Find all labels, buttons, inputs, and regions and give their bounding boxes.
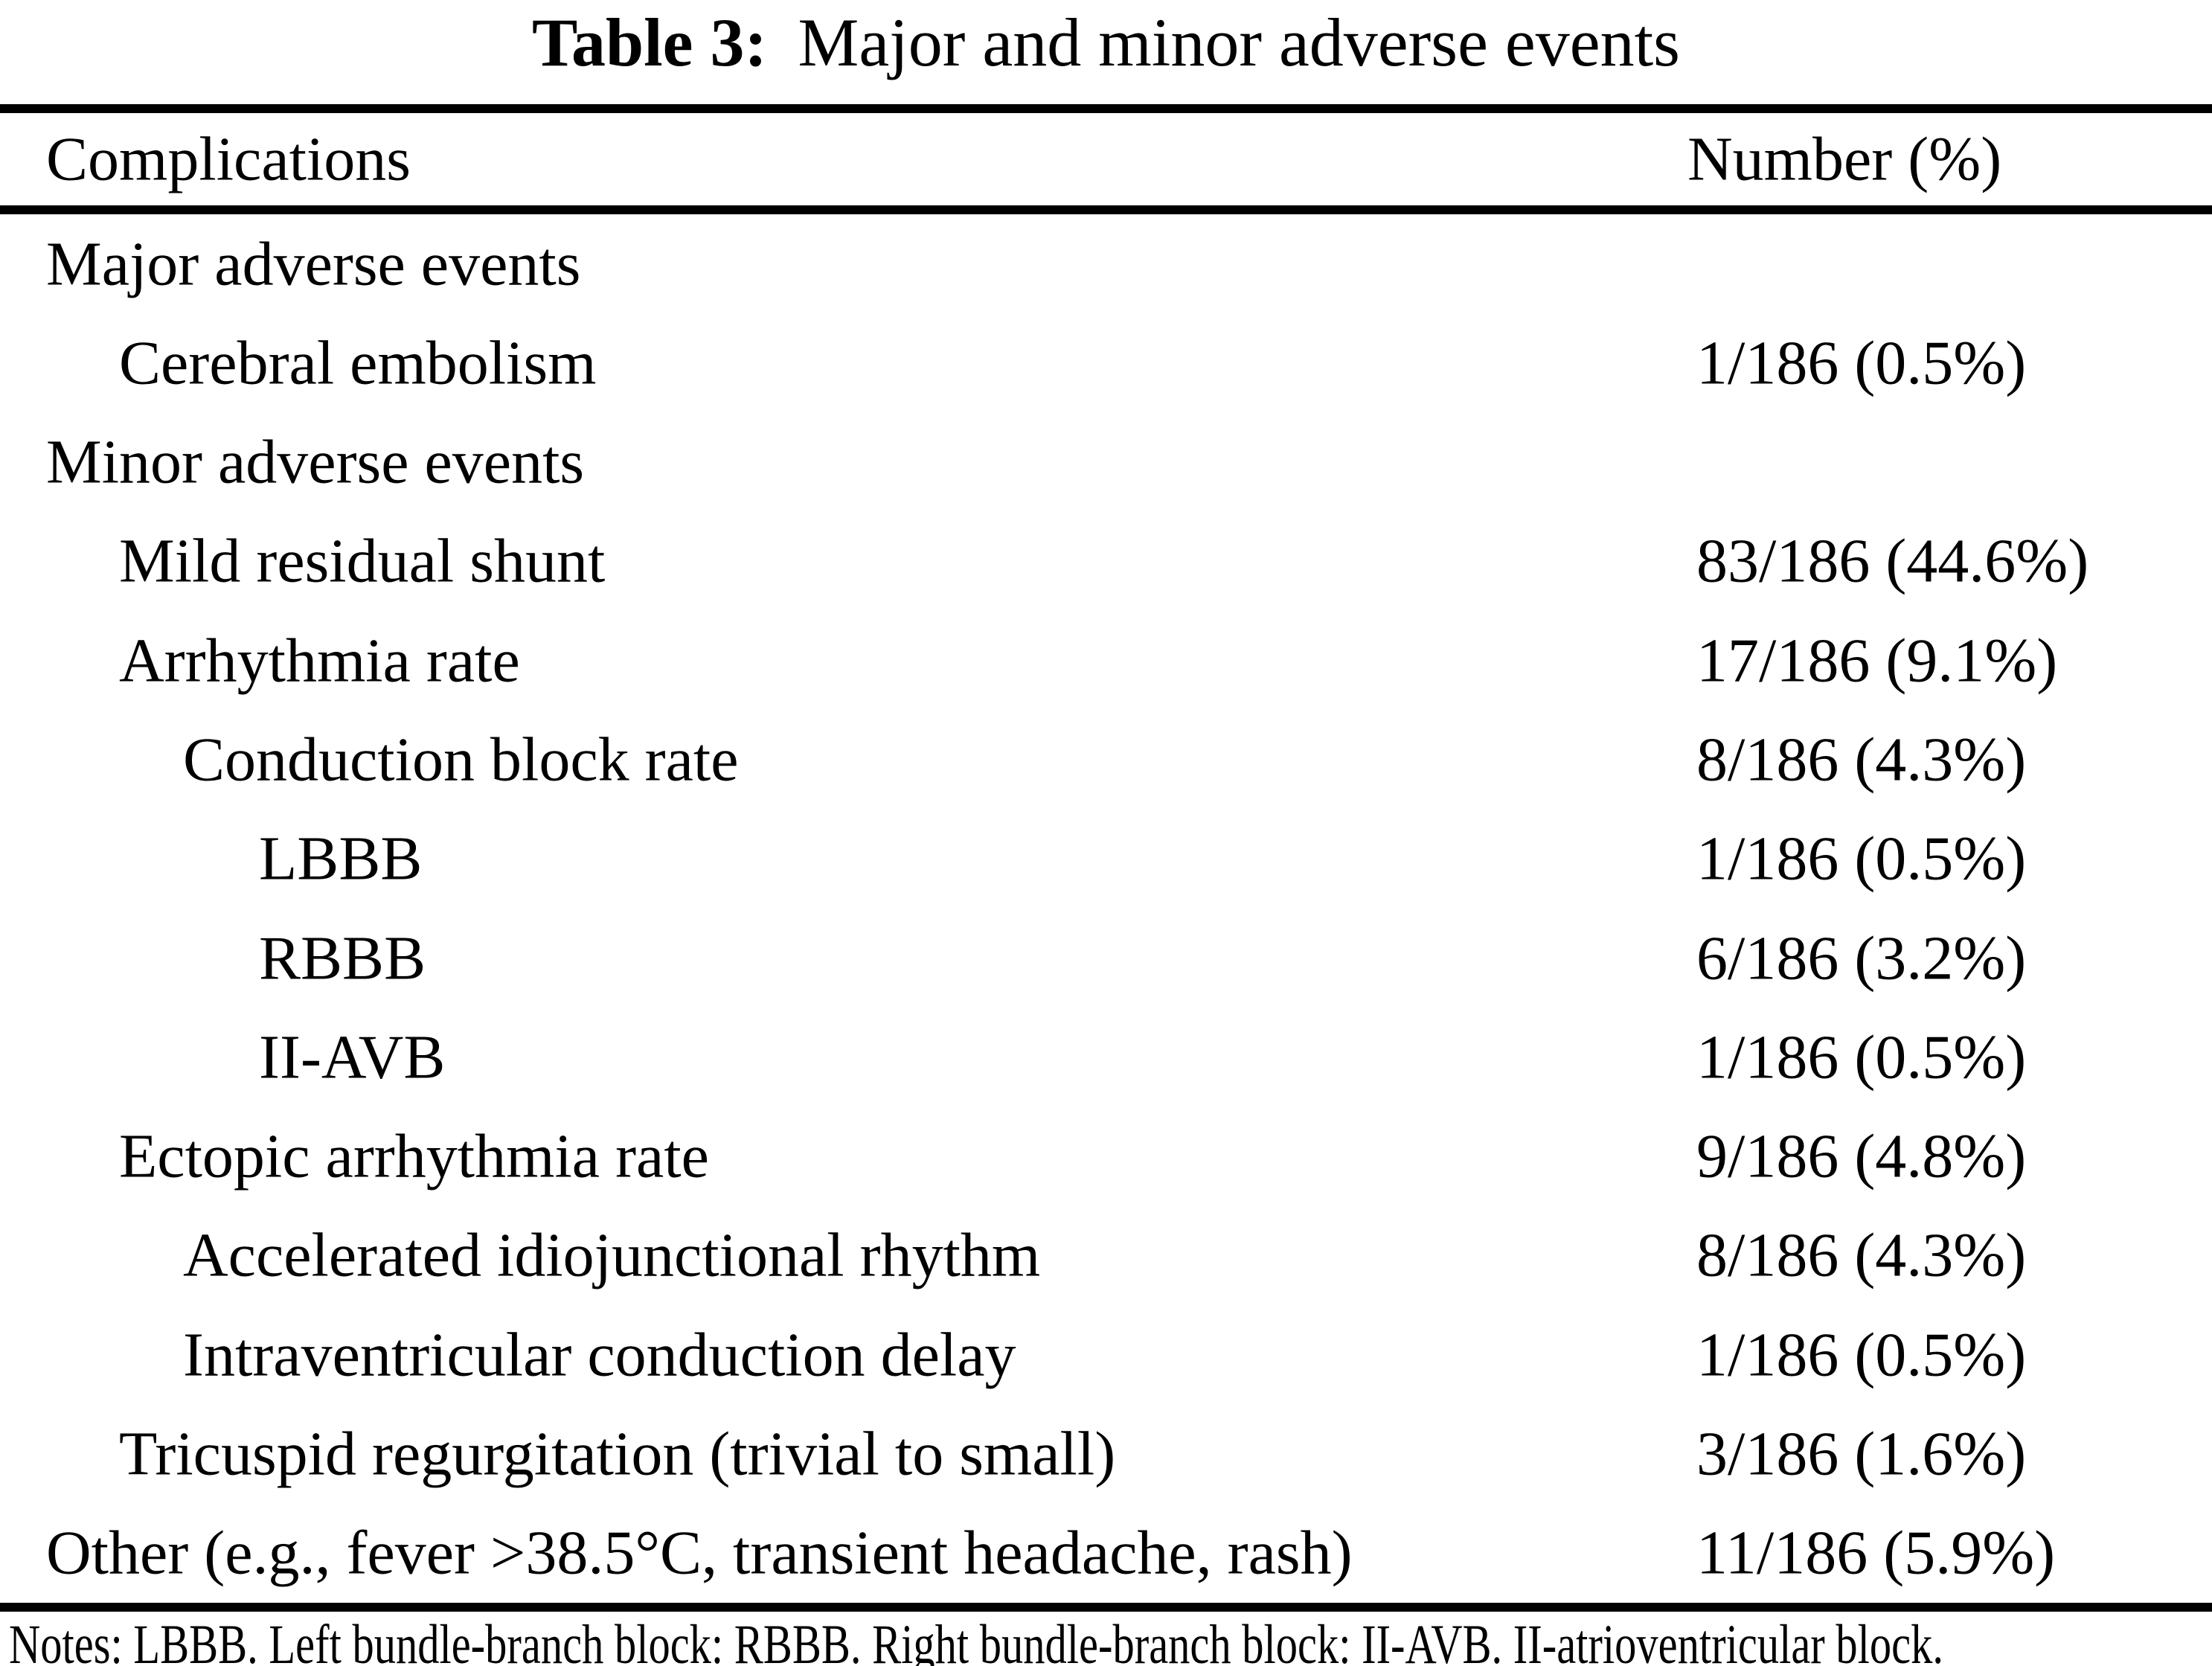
complication-label: Arrhythmia rate bbox=[119, 626, 520, 696]
complication-label: Intraventricular conduction delay bbox=[183, 1320, 1016, 1390]
complication-label: Minor adverse events bbox=[46, 427, 585, 497]
value-cell: 1/186 (0.5%) bbox=[1696, 1320, 2027, 1390]
table-notes: Notes: LBBB. Left bundle-branch block: R… bbox=[9, 1614, 1943, 1666]
table-row: Major adverse events bbox=[0, 214, 2212, 313]
table-title: Table 3: Major and minor adverse events bbox=[0, 3, 2212, 82]
table-row: LBBB 1/186 (0.5%) bbox=[0, 810, 2212, 909]
value-cell: 17/186 (9.1%) bbox=[1696, 626, 2058, 696]
table-header-row: Complications Number (%) bbox=[0, 113, 2212, 205]
complication-label: Accelerated idiojunctional rhythm bbox=[183, 1220, 1041, 1290]
table-row: Ectopic arrhythmia rate 9/186 (4.8%) bbox=[0, 1107, 2212, 1206]
table-row: Tricuspid regurgitation (trivial to smal… bbox=[0, 1404, 2212, 1503]
bottom-rule bbox=[0, 1603, 2212, 1612]
top-rule bbox=[0, 104, 2212, 113]
table-row: Mild residual shunt 83/186 (44.6%) bbox=[0, 512, 2212, 611]
header-rule bbox=[0, 205, 2212, 214]
table-row: II-AVB 1/186 (0.5%) bbox=[0, 1007, 2212, 1106]
table-row: Accelerated idiojunctional rhythm 8/186 (… bbox=[0, 1206, 2212, 1305]
table-body: Major adverse events Cerebral embolism 1/1… bbox=[0, 214, 2212, 1603]
table-row: Minor adverse events bbox=[0, 413, 2212, 512]
value-cell: 1/186 (0.5%) bbox=[1696, 328, 2027, 398]
table-title-text: Major and minor adverse events bbox=[798, 4, 1680, 80]
complication-label: II-AVB bbox=[259, 1022, 446, 1092]
value-cell: 1/186 (0.5%) bbox=[1696, 824, 2027, 894]
value-cell: 83/186 (44.6%) bbox=[1696, 526, 2089, 596]
table-row: Cerebral embolism 1/186 (0.5%) bbox=[0, 313, 2212, 412]
value-cell: 1/186 (0.5%) bbox=[1696, 1022, 2027, 1092]
table-row: Conduction block rate 8/186 (4.3%) bbox=[0, 710, 2212, 809]
complication-label: Major adverse events bbox=[46, 229, 581, 299]
complication-label: LBBB bbox=[259, 824, 423, 894]
column-header-complications: Complications bbox=[46, 124, 411, 194]
value-cell: 8/186 (4.3%) bbox=[1696, 1220, 2027, 1290]
complication-label: RBBB bbox=[259, 923, 426, 993]
value-cell: 9/186 (4.8%) bbox=[1696, 1121, 2027, 1191]
value-cell: 11/186 (5.9%) bbox=[1696, 1518, 2056, 1588]
complication-label: Mild residual shunt bbox=[119, 526, 606, 596]
complication-label: Ectopic arrhythmia rate bbox=[119, 1121, 709, 1191]
table-title-label: Table 3: bbox=[532, 4, 768, 80]
complication-label: Conduction block rate bbox=[183, 725, 739, 795]
table-row: Arrhythmia rate 17/186 (9.1%) bbox=[0, 611, 2212, 710]
value-cell: 6/186 (3.2%) bbox=[1696, 923, 2027, 993]
table-row: Intraventricular conduction delay 1/186 (… bbox=[0, 1305, 2212, 1404]
column-header-number: Number (%) bbox=[1687, 124, 2002, 194]
value-cell: 8/186 (4.3%) bbox=[1696, 725, 2027, 795]
value-cell: 3/186 (1.6%) bbox=[1696, 1419, 2027, 1489]
complication-label: Tricuspid regurgitation (trivial to smal… bbox=[119, 1419, 1116, 1489]
complication-label: Cerebral embolism bbox=[119, 328, 597, 398]
table-row: RBBB 6/186 (3.2%) bbox=[0, 909, 2212, 1007]
table-row: Other (e.g., fever >38.5°C, transient he… bbox=[0, 1504, 2212, 1603]
complication-label: Other (e.g., fever >38.5°C, transient he… bbox=[46, 1518, 1353, 1588]
